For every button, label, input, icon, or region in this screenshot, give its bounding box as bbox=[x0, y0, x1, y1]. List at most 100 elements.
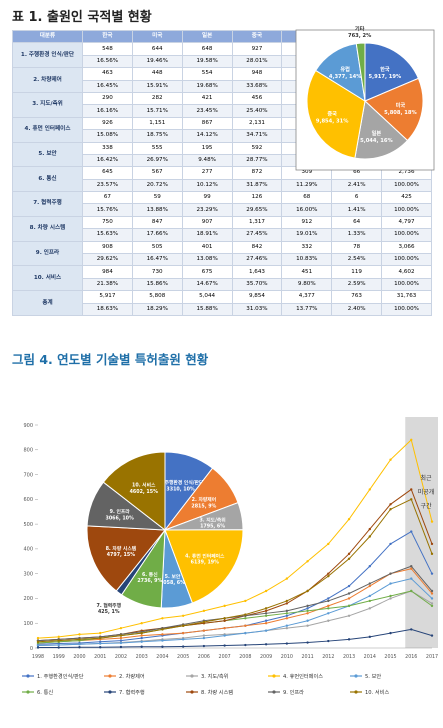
count-cell: 67 bbox=[82, 191, 133, 205]
series-point bbox=[223, 617, 226, 620]
series-point bbox=[264, 614, 268, 617]
header-cell: 일본 bbox=[181, 29, 233, 44]
row-label: 8. 차량 시스템 bbox=[12, 215, 83, 242]
x-tick-label: 2015 bbox=[384, 654, 396, 660]
series-point bbox=[347, 638, 351, 641]
row-label: 9. 인프라 bbox=[12, 240, 83, 267]
row-label: 10. 서비스 bbox=[12, 265, 83, 292]
series-point bbox=[389, 631, 392, 635]
slice-category: 9. 인프라 bbox=[110, 508, 131, 515]
y-tick-label: 500 bbox=[23, 522, 33, 528]
series-point bbox=[202, 644, 206, 648]
series-point bbox=[161, 645, 164, 648]
slice-label: 중국 9,854, 31% bbox=[316, 110, 349, 125]
percent-cell: 33.68% bbox=[231, 79, 283, 93]
row-label: 총계 bbox=[12, 290, 83, 316]
percent-cell: 19.46% bbox=[131, 54, 183, 69]
pie-slice bbox=[364, 42, 420, 102]
percent-cell: 100.00% bbox=[381, 228, 432, 242]
slice-label: 6. 통신 2736, 9% bbox=[137, 571, 162, 584]
slice-label: 10. 서비스 4602, 15% bbox=[130, 482, 159, 495]
slice-category: 6. 통신 bbox=[142, 571, 158, 578]
series-point bbox=[410, 530, 413, 533]
series-point bbox=[430, 542, 434, 546]
series-point bbox=[327, 542, 330, 546]
series-point bbox=[410, 565, 413, 568]
count-cell: 548 bbox=[82, 42, 133, 56]
series-point bbox=[99, 646, 102, 649]
count-cell: 4,797 bbox=[381, 215, 432, 230]
x-tick-label: 2007 bbox=[219, 654, 231, 660]
pie-slice bbox=[355, 42, 366, 102]
series-point bbox=[119, 641, 123, 645]
series-point bbox=[264, 589, 268, 593]
percent-cell: 100.00% bbox=[381, 178, 432, 193]
series-point bbox=[119, 636, 123, 640]
percent-cell: 1.33% bbox=[331, 228, 383, 242]
series-point bbox=[78, 633, 81, 636]
percent-cell: 29.62% bbox=[82, 253, 133, 267]
series-point bbox=[99, 631, 102, 635]
series-point bbox=[368, 527, 371, 531]
percent-cell: 16.56% bbox=[82, 54, 133, 69]
series-point bbox=[389, 503, 392, 506]
percent-cell: 19.01% bbox=[281, 228, 333, 242]
series-point bbox=[430, 589, 434, 593]
percent-cell: 9.80% bbox=[281, 277, 333, 292]
count-row: 9. 인프라 908 505 401 842 332 78 3,066 bbox=[12, 240, 432, 267]
slice-category: 일본 bbox=[372, 129, 382, 137]
legend-dot bbox=[108, 690, 112, 694]
percent-cell: 14.12% bbox=[181, 129, 233, 143]
count-row: 7. 협력주행 67 59 99 126 68 6 425 bbox=[12, 191, 432, 217]
series-point bbox=[389, 597, 392, 600]
percent-cell: 27.45% bbox=[231, 228, 283, 242]
x-tick-label: 2003 bbox=[136, 654, 148, 660]
slice-category: 10. 서비스 bbox=[132, 482, 156, 489]
series-point bbox=[368, 635, 371, 639]
percent-cell: 15.63% bbox=[82, 228, 133, 242]
series-point bbox=[223, 604, 226, 608]
legend-label: 3. 지도/측위 bbox=[201, 672, 229, 680]
legend-label: 1. 주행환경인식/판단 bbox=[37, 672, 84, 680]
series-point bbox=[430, 592, 434, 595]
series-point bbox=[410, 577, 413, 580]
slice-value: 425, 1% bbox=[98, 609, 120, 615]
series-point bbox=[285, 626, 289, 630]
line-chart: 0 100 200 300 400 500 600 700 800 900 1998 1999 2000… bbox=[22, 417, 438, 696]
percent-cell: 28.01% bbox=[231, 54, 283, 69]
y-tick-label: 600 bbox=[23, 497, 33, 503]
series-point bbox=[430, 634, 434, 637]
slice-value: 2058, 6% bbox=[160, 580, 185, 586]
series-point bbox=[202, 636, 206, 640]
pie-slice bbox=[164, 529, 244, 604]
legend-label: 7. 협력주행 bbox=[119, 688, 145, 696]
x-tick-label: 2012 bbox=[322, 654, 334, 660]
series-point bbox=[389, 458, 392, 461]
series-point bbox=[368, 535, 371, 538]
row-label: 1. 주행환경 인식/판단 bbox=[12, 42, 83, 69]
series-point bbox=[244, 643, 247, 647]
series-point bbox=[78, 638, 81, 641]
series-point bbox=[161, 639, 164, 642]
percent-cell: 2.59% bbox=[331, 277, 383, 292]
slice-label: 8. 차량 시스템 4797, 15% bbox=[106, 545, 137, 558]
series-point bbox=[181, 624, 185, 627]
row-label: 2. 차량제어 bbox=[12, 67, 83, 93]
percent-cell: 18.29% bbox=[131, 302, 183, 317]
slice-value: 5,917, 19% bbox=[369, 74, 402, 80]
series-point bbox=[161, 628, 164, 631]
series-point bbox=[78, 643, 81, 646]
slice-label: 일본 5,044, 16% bbox=[360, 129, 393, 144]
row-label: 4. 휴먼 인터페이스 bbox=[12, 116, 83, 143]
x-tick-label: 2011 bbox=[301, 654, 313, 660]
y-tick-label: 700 bbox=[23, 472, 33, 478]
series-point bbox=[140, 636, 143, 640]
slice-category: 유럽 bbox=[340, 65, 350, 73]
slice-category: 8. 차량 시스템 bbox=[106, 545, 137, 552]
series-point bbox=[347, 592, 351, 595]
percent-cell: 2.41% bbox=[331, 178, 383, 193]
percent-row: 29.62% 16.47% 13.08% 27.46% 10.83% 2.54% 100.0… bbox=[13, 253, 432, 267]
series-point bbox=[264, 609, 268, 613]
series-point bbox=[389, 508, 392, 511]
